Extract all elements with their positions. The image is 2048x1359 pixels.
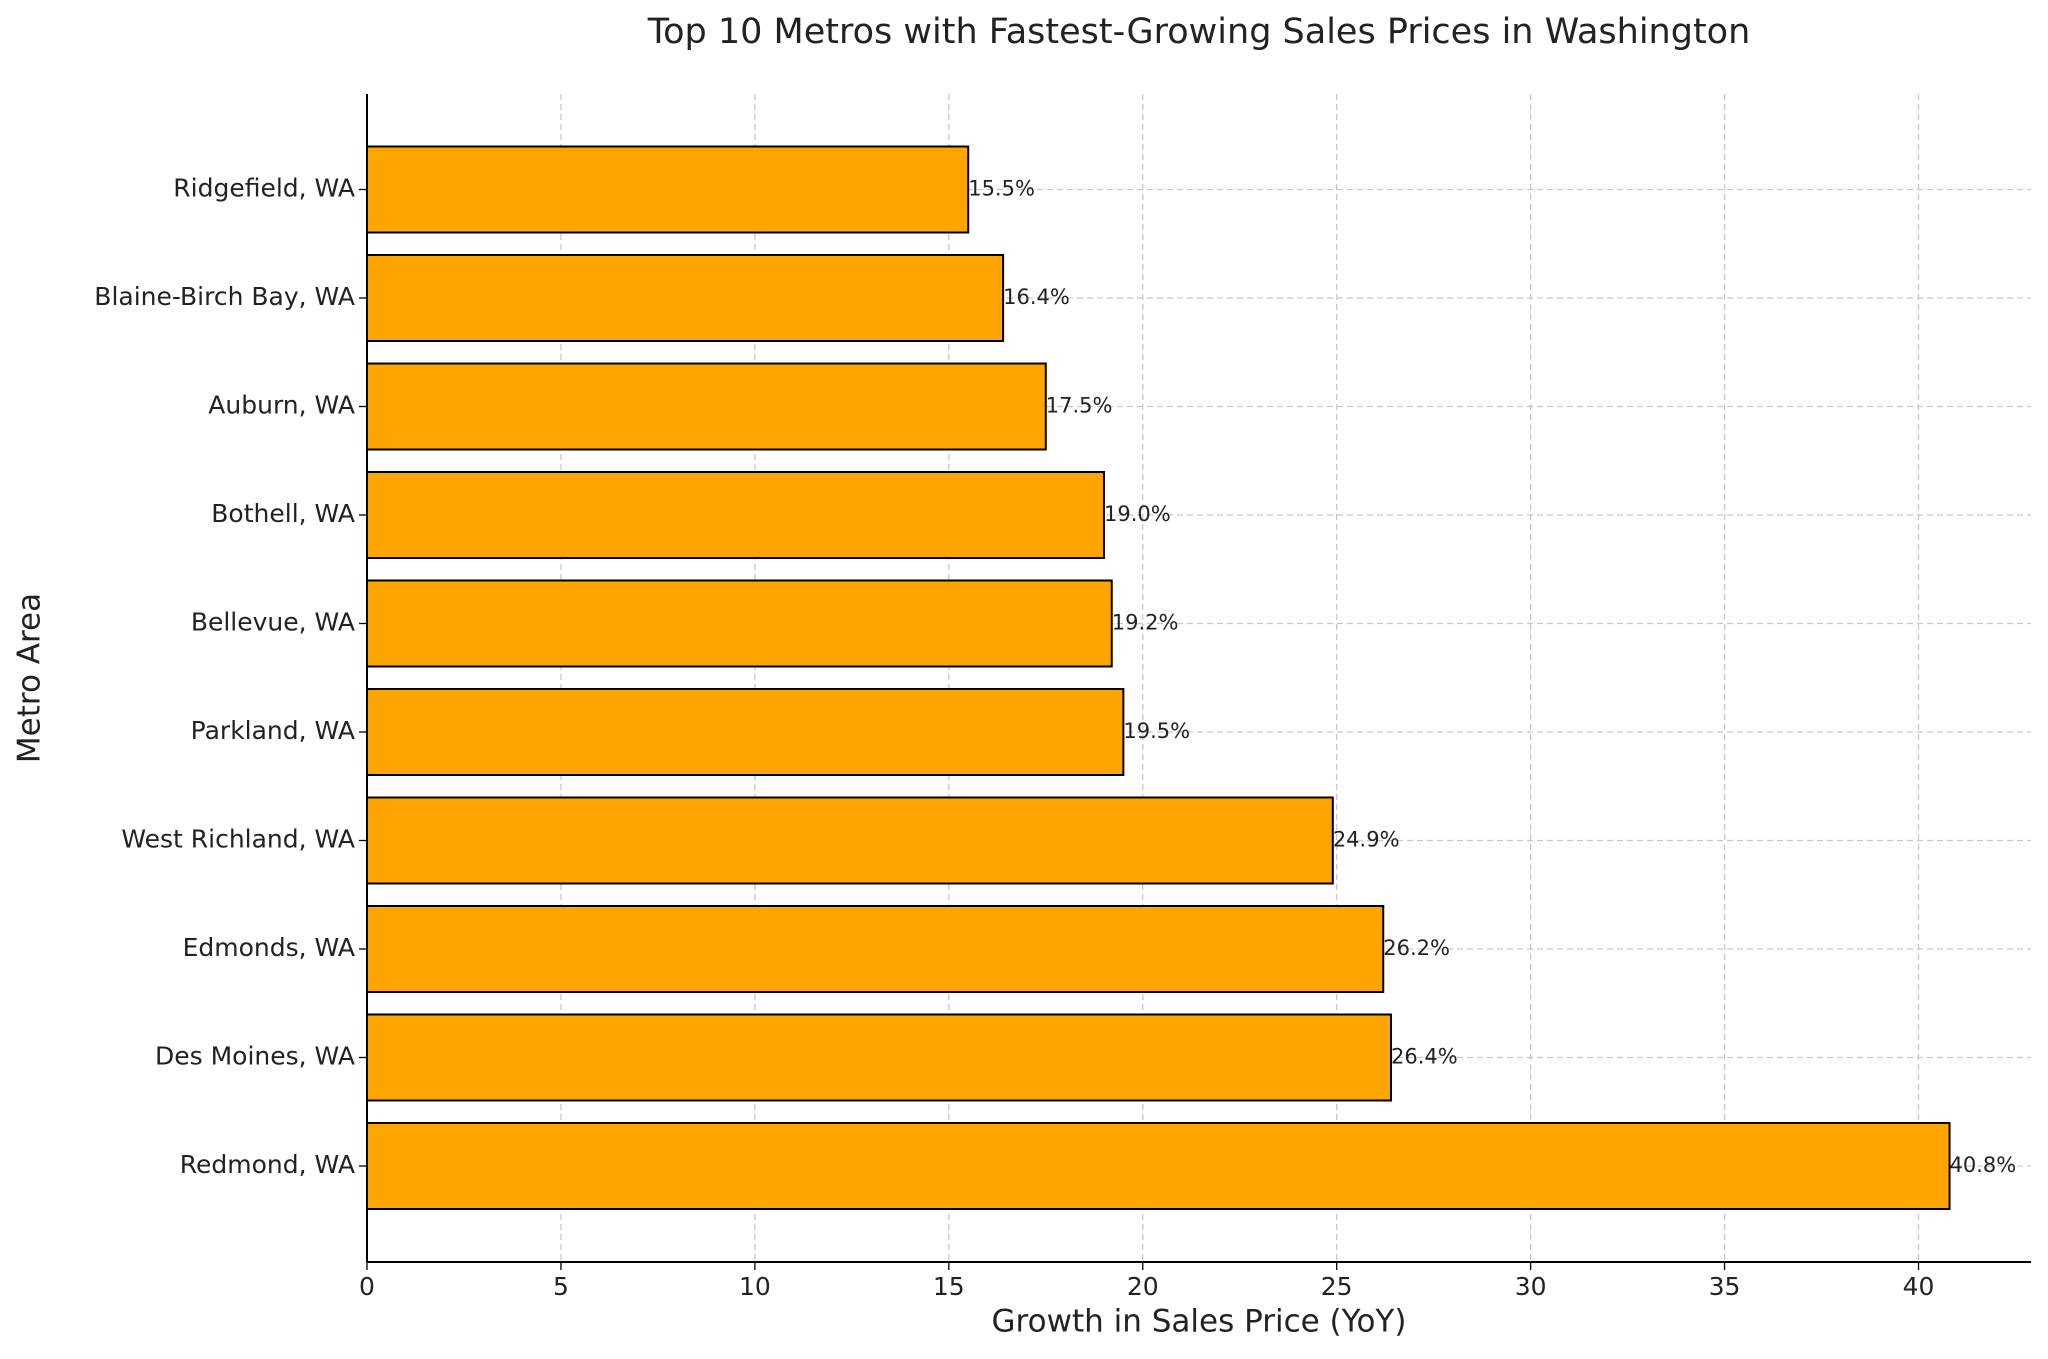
y-tick-label: Redmond, WA <box>180 1150 355 1179</box>
value-label: 26.4% <box>1391 1045 1458 1069</box>
bar <box>366 145 970 234</box>
y-tick-label: Bellevue, WA <box>191 608 355 637</box>
value-label: 16.4% <box>1003 285 1070 309</box>
bar <box>366 362 1047 451</box>
x-tick-label: 30 <box>1515 1272 1547 1301</box>
bar <box>366 905 1385 993</box>
bar <box>366 1013 1392 1102</box>
y-axis-label: Metro Area <box>12 593 48 763</box>
x-tick-label: 25 <box>1321 1272 1353 1301</box>
value-label: 15.5% <box>968 177 1035 201</box>
bar <box>366 254 1005 342</box>
bar <box>366 471 1105 559</box>
y-tick-label: Ridgefield, WA <box>173 174 355 203</box>
x-tick-label: 35 <box>1709 1272 1741 1301</box>
y-tick-label: Bothell, WA <box>211 499 355 528</box>
x-tick-label: 40 <box>1903 1272 1935 1301</box>
bar <box>366 579 1113 668</box>
y-tick-label: Blaine-Birch Bay, WA <box>94 282 355 311</box>
value-label: 19.0% <box>1104 502 1171 526</box>
y-tick-label: Auburn, WA <box>208 391 355 420</box>
bar <box>366 1122 1951 1210</box>
bar <box>366 688 1125 776</box>
chart-title: Top 10 Metros with Fastest-Growing Sales… <box>647 12 1751 52</box>
x-axis-label: Growth in Sales Price (YoY) <box>992 1304 1407 1340</box>
x-tick-label: 20 <box>1127 1272 1159 1301</box>
x-tick-label: 10 <box>739 1272 771 1301</box>
x-tick-label: 0 <box>359 1272 375 1301</box>
y-tick-label: Des Moines, WA <box>155 1042 355 1071</box>
x-tick-label: 5 <box>553 1272 569 1301</box>
y-tick-label: West Richland, WA <box>121 825 355 854</box>
y-tick-label: Parkland, WA <box>191 716 355 745</box>
value-label: 24.9% <box>1333 828 1400 852</box>
x-tick-label: 15 <box>933 1272 965 1301</box>
value-label: 19.5% <box>1123 719 1190 743</box>
value-label: 19.2% <box>1112 611 1179 635</box>
value-label: 26.2% <box>1383 936 1450 960</box>
value-label: 17.5% <box>1046 394 1113 418</box>
value-label: 40.8% <box>1950 1153 2017 1177</box>
y-tick-label: Edmonds, WA <box>183 933 355 962</box>
bar <box>366 796 1334 885</box>
